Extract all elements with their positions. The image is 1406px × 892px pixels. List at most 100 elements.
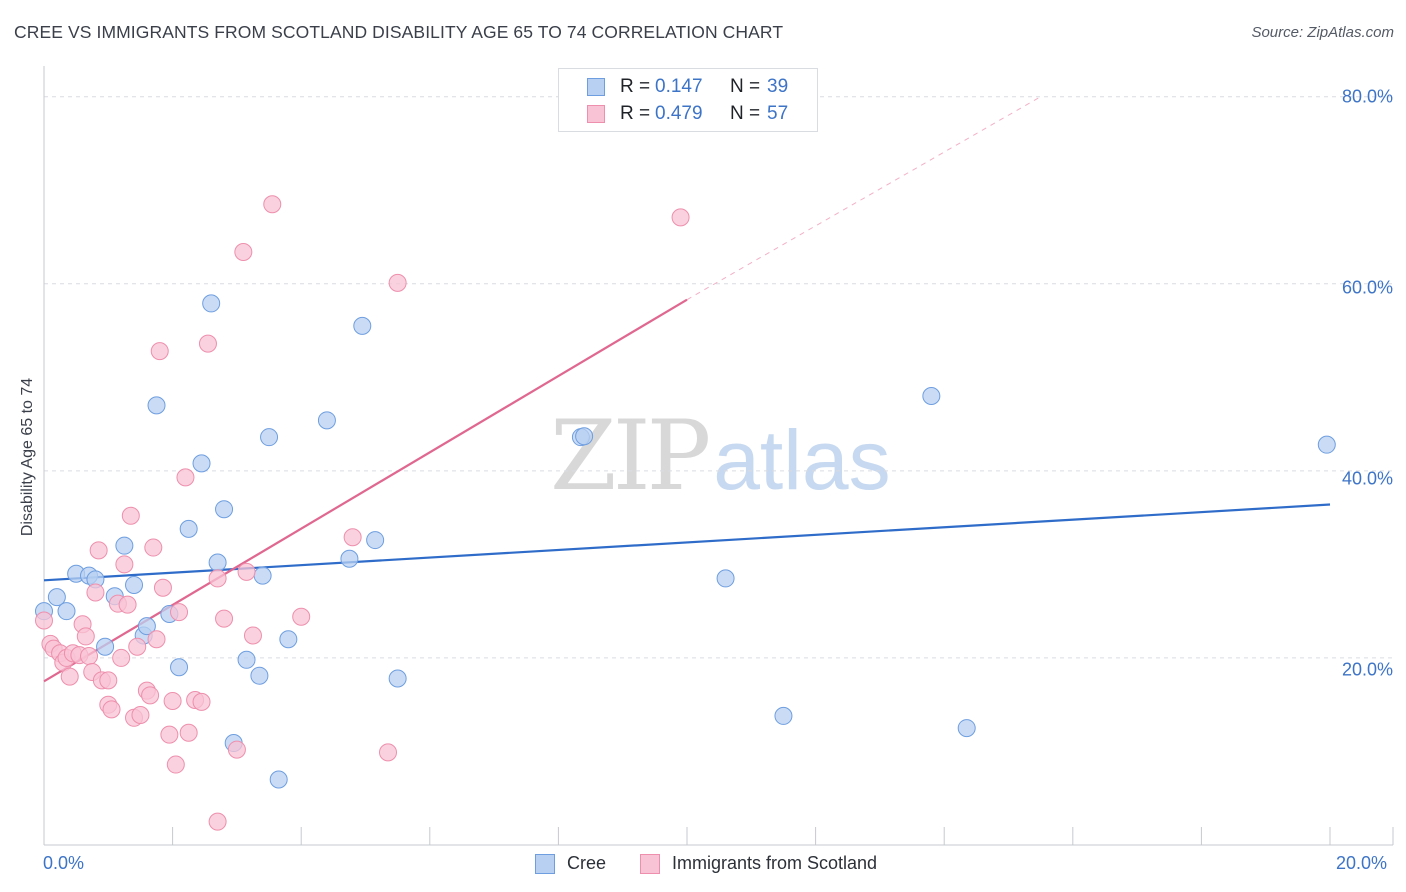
y-tick-label-40: 40.0% — [1341, 468, 1393, 489]
data-point-scotland — [141, 686, 160, 705]
data-point-scotland — [292, 607, 311, 626]
bottom-legend-swatch-scotland — [640, 854, 660, 874]
data-point-cree — [250, 666, 269, 685]
data-point-cree — [774, 706, 793, 725]
data-point-scotland — [89, 541, 108, 560]
data-point-scotland — [80, 647, 99, 666]
data-point-scotland — [160, 725, 179, 744]
data-point-scotland — [208, 812, 227, 831]
data-point-scotland — [163, 691, 182, 710]
axis-layer — [43, 66, 1394, 846]
correlation-legend: R = 0.147 N = 39 R = 0.479 N = 57 — [558, 68, 818, 132]
legend-n-value: 39 — [767, 76, 789, 97]
trend-layer — [43, 96, 1331, 683]
data-point-scotland — [86, 583, 105, 602]
data-point-scotland — [388, 273, 407, 292]
legend-r-label: R = — [620, 76, 651, 97]
data-point-cree — [147, 396, 166, 415]
legend-row-cree: R = 0.147 N = 39 — [559, 74, 817, 100]
data-point-cree — [170, 658, 189, 677]
data-point-cree — [47, 588, 66, 607]
y-tick-label-60: 60.0% — [1341, 277, 1393, 298]
data-point-scotland — [192, 692, 211, 711]
data-point-cree — [179, 519, 198, 538]
legend-n-label: N = — [730, 103, 761, 124]
trend-line-scotland — [43, 298, 688, 683]
data-point-cree — [957, 719, 976, 738]
data-point-scotland — [198, 334, 217, 353]
data-point-scotland — [144, 538, 163, 557]
data-point-cree — [253, 566, 272, 585]
data-point-scotland — [263, 195, 282, 214]
y-tick-label-80: 80.0% — [1341, 86, 1393, 107]
data-point-cree — [208, 553, 227, 572]
bottom-legend-swatch-cree — [535, 854, 555, 874]
data-point-scotland — [150, 342, 169, 361]
data-point-scotland — [102, 700, 121, 719]
data-point-scotland — [112, 648, 131, 667]
data-point-cree — [237, 650, 256, 669]
data-point-cree — [366, 531, 385, 550]
data-point-cree — [340, 549, 359, 568]
bottom-legend-label-scotland: Immigrants from Scotland — [672, 853, 878, 873]
data-point-cree — [96, 637, 115, 656]
data-point-scotland — [118, 595, 137, 614]
legend-r-value: 0.147 — [655, 76, 703, 97]
trend-extension-scotland — [686, 96, 1041, 301]
data-point-cree — [269, 770, 288, 789]
data-point-scotland — [243, 626, 262, 645]
chart-title: CREE VS IMMIGRANTS FROM SCOTLAND DISABIL… — [14, 22, 784, 42]
data-point-cree — [388, 669, 407, 688]
data-point-scotland — [147, 630, 166, 649]
watermark-zip: ZIP — [550, 400, 711, 512]
data-point-scotland — [179, 723, 198, 742]
data-point-scotland — [170, 603, 189, 622]
data-point-scotland — [208, 569, 227, 588]
data-point-cree — [575, 427, 594, 446]
data-point-cree — [279, 630, 298, 649]
legend-r-label: R = — [620, 103, 651, 124]
data-point-cree — [716, 569, 735, 588]
data-point-scotland — [215, 609, 234, 628]
bottom-legend-cree: Cree — [535, 852, 625, 878]
trend-line-cree — [43, 503, 1331, 582]
data-point-scotland — [227, 740, 246, 759]
legend-n-value: 57 — [767, 103, 789, 124]
data-point-cree — [317, 411, 336, 430]
y-tick-label-20: 20.0% — [1341, 659, 1393, 680]
data-point-scotland — [60, 667, 79, 686]
data-point-scotland — [343, 528, 362, 547]
data-point-cree — [202, 294, 221, 313]
data-point-cree — [353, 316, 372, 335]
data-point-scotland — [35, 611, 53, 630]
data-point-scotland — [115, 555, 134, 574]
watermark-atlas: atlas — [713, 413, 891, 507]
data-point-cree — [215, 500, 234, 519]
data-point-cree — [260, 428, 279, 447]
data-point-cree — [1317, 435, 1336, 454]
points-layer — [35, 195, 1336, 831]
data-point-scotland — [121, 506, 140, 525]
data-point-scotland — [234, 242, 253, 261]
data-point-scotland — [176, 468, 195, 487]
data-point-cree — [57, 602, 76, 621]
data-point-cree — [137, 617, 156, 636]
data-point-scotland — [131, 705, 150, 724]
legend-row-scotland: R = 0.479 N = 57 — [559, 101, 817, 127]
y-axis-label: Disability Age 65 to 74 — [19, 377, 36, 537]
x-tick-label-max: 20.0% — [1336, 853, 1388, 873]
legend-swatch-scotland — [587, 105, 605, 123]
data-point-scotland — [76, 627, 95, 646]
x-tick-label-min: 0.0% — [43, 853, 85, 873]
data-point-cree — [192, 454, 211, 473]
data-point-scotland — [153, 578, 172, 597]
data-point-cree — [115, 536, 134, 555]
data-point-scotland — [99, 671, 118, 690]
legend-n-label: N = — [730, 76, 761, 97]
data-point-cree — [922, 387, 941, 406]
legend-r-value: 0.479 — [655, 103, 703, 124]
data-point-scotland — [671, 208, 690, 227]
legend-swatch-cree — [587, 78, 605, 96]
bottom-legend-label-cree: Cree — [567, 853, 607, 873]
